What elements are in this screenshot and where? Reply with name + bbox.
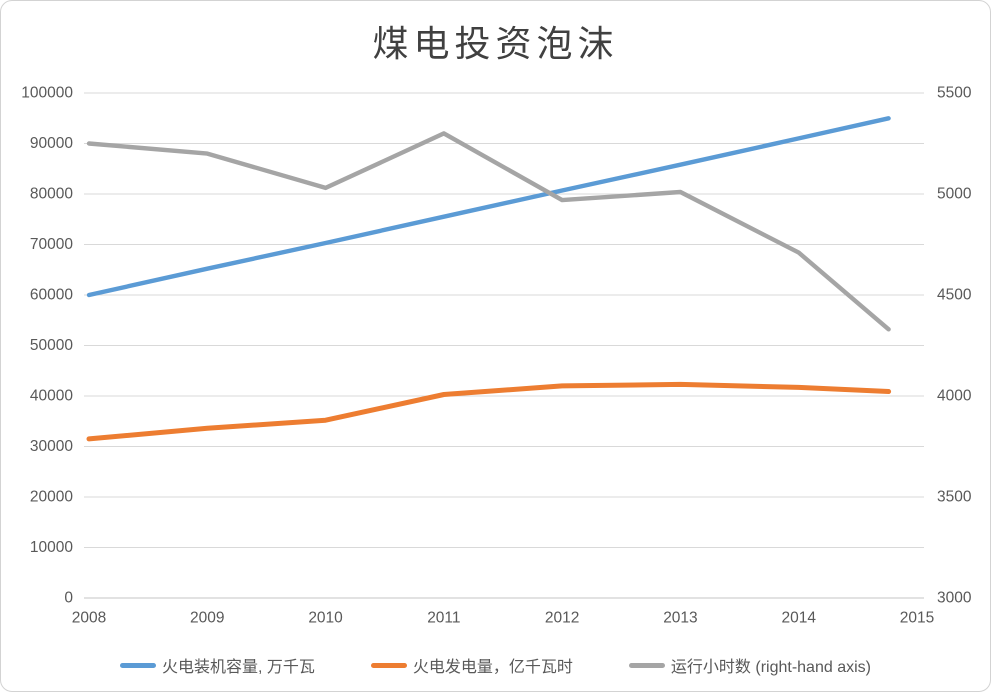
legend-item-installed-capacity: 火电装机容量, 万千瓦 (120, 653, 315, 677)
gridlines (84, 92, 924, 599)
left-axis-tick: 0 (64, 590, 73, 607)
blue-line-swatch-icon (120, 662, 156, 668)
x-axis-tick: 2015 (900, 610, 934, 627)
left-axis-tick: 80000 (30, 186, 73, 203)
x-axis-tick: 2008 (72, 610, 106, 627)
x-axis-tick: 2013 (663, 610, 697, 627)
orange-line-swatch-icon (370, 662, 407, 668)
x-axis-tick: 2011 (427, 610, 460, 627)
line-power-generation (86, 381, 892, 442)
line-operating-hours (86, 131, 891, 332)
left-axis-tick: 60000 (30, 287, 73, 304)
x-axis-tick: 2014 (781, 610, 816, 627)
line-installed-capacity (86, 116, 891, 298)
legend-label-power-generation: 火电发电量，亿千瓦时 (412, 659, 573, 676)
chart-legend: 火电装机容量, 万千瓦 火电发电量，亿千瓦时 运行小时数 (right-hand… (1, 653, 990, 677)
right-axis-tick: 3000 (937, 590, 972, 607)
left-axis-tick: 40000 (30, 388, 73, 405)
legend-item-operating-hours: 运行小时数 (right-hand axis) (628, 653, 871, 677)
gray-line-swatch-icon (628, 662, 665, 668)
right-axis-tick: 4000 (937, 388, 972, 405)
x-axis-tick: 2009 (190, 610, 224, 627)
left-axis-tick: 100000 (21, 85, 73, 102)
left-axis-tick: 90000 (30, 135, 73, 152)
x-axis-tick: 2010 (308, 610, 343, 627)
right-axis-tick: 4500 (937, 287, 972, 304)
x-axis-labels: 2008 2009 2010 2011 2012 2013 2014 2015 (72, 610, 934, 627)
legend-item-power-generation: 火电发电量，亿千瓦时 (370, 653, 573, 677)
left-axis-tick: 50000 (30, 337, 73, 354)
left-axis-tick: 20000 (30, 489, 73, 506)
right-axis-labels: 5500 5000 4500 4000 3500 3000 (937, 85, 972, 607)
left-axis-tick: 10000 (30, 539, 73, 556)
left-axis-tick: 70000 (30, 236, 73, 253)
right-axis-tick: 3500 (937, 489, 972, 506)
left-axis-tick: 30000 (30, 438, 73, 455)
right-axis-tick: 5000 (937, 186, 972, 203)
legend-label-installed-capacity: 火电装机容量, 万千瓦 (162, 659, 315, 676)
x-axis-tick: 2012 (545, 610, 579, 627)
left-axis-labels: 100000 90000 80000 70000 60000 50000 400… (21, 85, 73, 607)
legend-label-operating-hours: 运行小时数 (right-hand axis) (670, 659, 871, 676)
right-axis-tick: 5500 (937, 85, 972, 102)
chart-title: 煤电投资泡沫 (372, 24, 619, 65)
